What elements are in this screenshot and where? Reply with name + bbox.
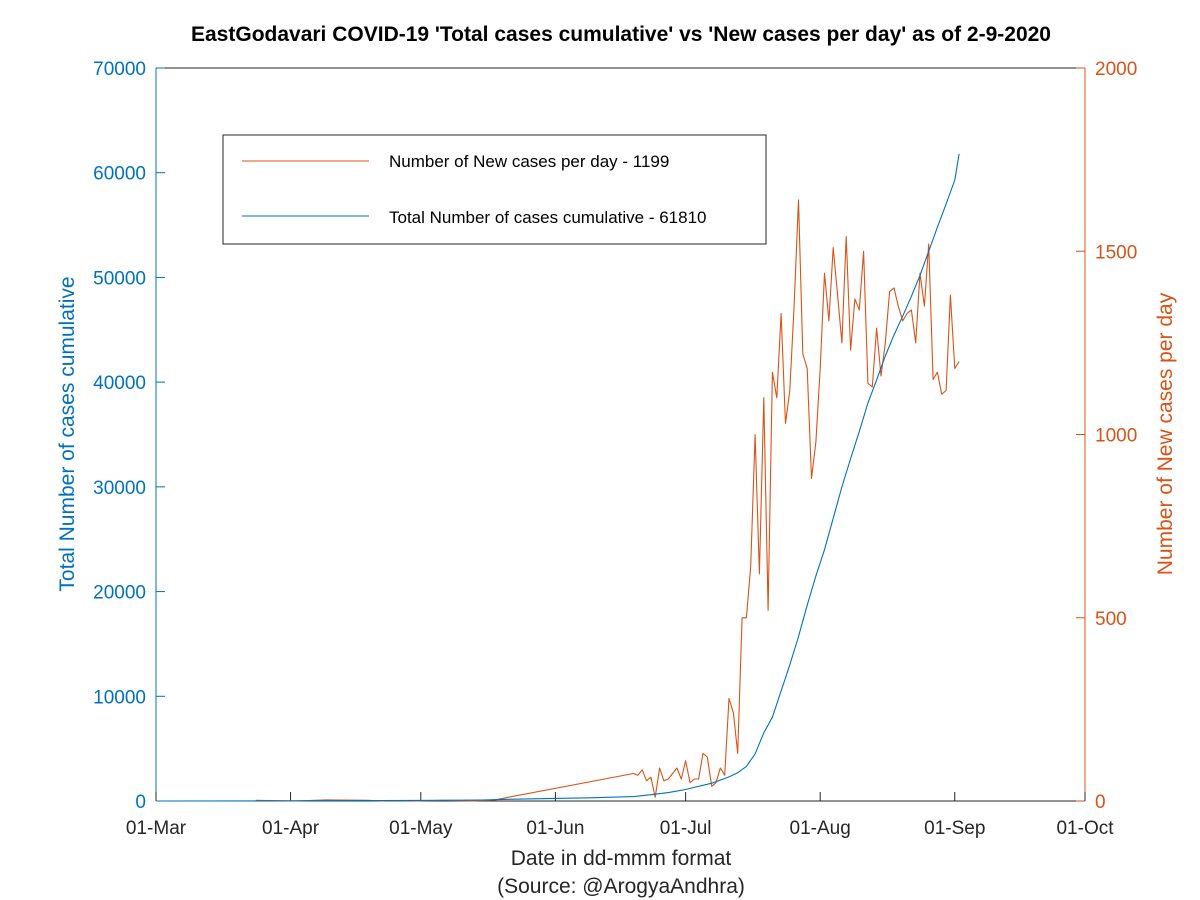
legend-box: [222, 134, 767, 245]
left-axis-ticks: 0 10000 20000 30000 40000 50000 60000 70000: [93, 59, 165, 813]
series-layer: [155, 153, 960, 802]
x-axis-label: Date in dd-mmm format: [511, 847, 732, 870]
x-tick-label: 01-Apr: [262, 818, 320, 839]
series-line-cumulative: [155, 153, 960, 802]
x-tick-label: 01-Sep: [924, 818, 985, 839]
y-right-tick-label: 2000: [1095, 59, 1137, 80]
y-right-tick-label: 1500: [1095, 242, 1137, 263]
x-axis-source-label: (Source: @ArogyaAndhra): [497, 875, 745, 898]
right-axis-ticks: 0 500 1000 1500 2000: [1076, 59, 1137, 813]
y-right-tick-label: 1000: [1095, 426, 1137, 447]
x-tick-label: 01-Oct: [1056, 818, 1114, 839]
y-left-tick-label: 10000: [93, 687, 146, 708]
y-left-tick-label: 20000: [93, 583, 146, 604]
series-line-new-cases: [255, 199, 960, 802]
y-axis-right-label: Number of New cases per day: [1154, 292, 1177, 575]
legend-entry-cumulative: Total Number of cases cumulative - 61810: [389, 208, 707, 227]
x-axis-ticks: 01-Mar 01-Apr 01-May 01-Jun 01-Jul 01-Aug 01-S…: [126, 792, 1114, 839]
chart-title: EastGodavari COVID-19 'Total cases cumul…: [191, 23, 1051, 46]
x-tick-label: 01-Mar: [126, 818, 187, 839]
x-tick-label: 01-Aug: [790, 818, 851, 839]
y-left-tick-label: 0: [135, 792, 146, 813]
x-tick-label: 01-May: [389, 818, 453, 839]
y-left-tick-label: 40000: [93, 373, 146, 394]
y-left-tick-label: 30000: [93, 478, 146, 499]
y-left-tick-label: 50000: [93, 268, 146, 289]
legend: Number of New cases per day - 1199 Total…: [222, 134, 767, 245]
y-right-tick-label: 500: [1095, 609, 1127, 630]
x-tick-label: 01-Jun: [526, 818, 584, 839]
y-axis-left-label: Total Number of cases cumulative: [56, 276, 79, 591]
y-right-tick-label: 0: [1095, 792, 1106, 813]
y-left-tick-label: 70000: [93, 59, 146, 80]
y-left-tick-label: 60000: [93, 164, 146, 185]
legend-entry-new-cases: Number of New cases per day - 1199: [389, 152, 669, 171]
x-tick-label: 01-Jul: [660, 818, 712, 839]
